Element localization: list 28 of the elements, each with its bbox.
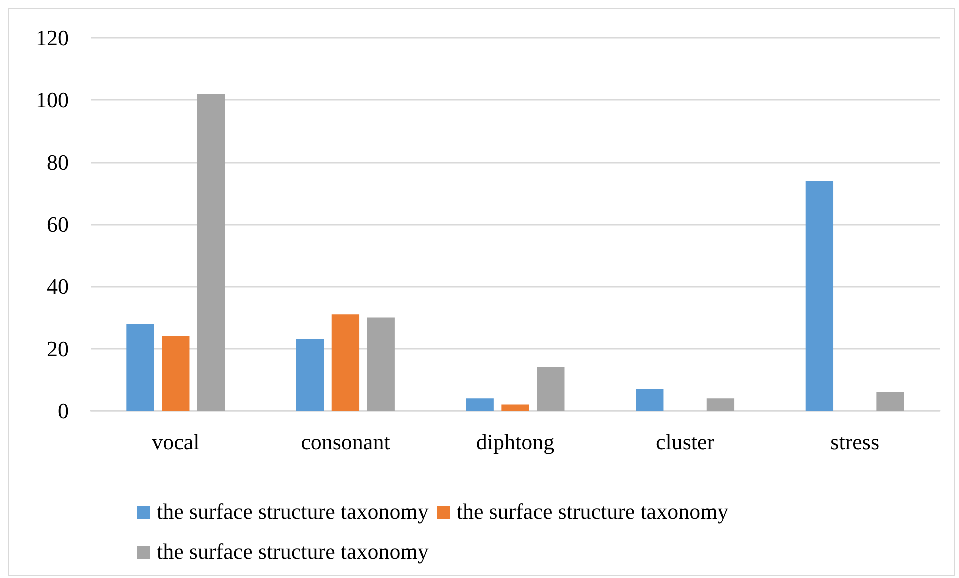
bar — [502, 404, 530, 411]
bar — [636, 389, 664, 411]
bar — [367, 318, 395, 411]
legend-label: the surface structure taxonomy — [456, 499, 729, 525]
bar — [197, 94, 226, 411]
bar — [706, 398, 735, 411]
bar — [537, 367, 565, 411]
legend-label: the surface structure taxonomy — [156, 539, 429, 565]
bar — [332, 314, 360, 411]
y-tick-label: 60 — [47, 212, 69, 237]
bar — [162, 336, 190, 411]
x-tick-label: diphtong — [476, 430, 555, 454]
y-tick-label: 80 — [47, 150, 69, 175]
x-tick-label: cluster — [656, 430, 716, 454]
x-tick-label: consonant — [301, 430, 390, 454]
x-tick-label: stress — [830, 430, 880, 454]
bar — [806, 180, 834, 411]
bar — [126, 324, 154, 411]
y-tick-label: 20 — [47, 336, 69, 362]
y-tick-label: 120 — [36, 26, 69, 50]
x-tick-label: vocal — [152, 430, 200, 454]
legend-label: the surface structure taxonomy — [156, 499, 429, 525]
bar — [466, 398, 494, 411]
y-tick-label: 40 — [47, 274, 69, 300]
y-tick-label: 0 — [58, 398, 69, 424]
bar — [876, 392, 904, 411]
y-tick-label: 100 — [36, 88, 69, 113]
bar — [296, 340, 324, 411]
